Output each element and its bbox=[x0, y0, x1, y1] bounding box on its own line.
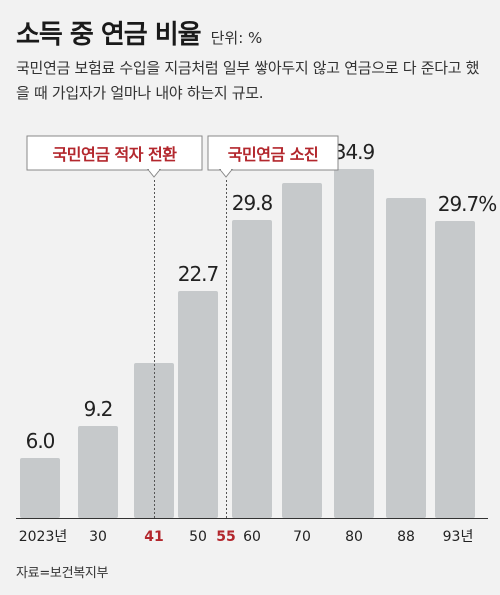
data-label-1: 9.2 bbox=[84, 397, 113, 421]
bar-8 bbox=[386, 198, 426, 518]
annotation-box-0 bbox=[26, 135, 203, 171]
annotation-pointer-1 bbox=[218, 169, 234, 178]
data-label-3: 22.7 bbox=[178, 262, 219, 286]
data-label-5: 29.8 bbox=[232, 191, 273, 215]
x-tick-label-0: 2023년 bbox=[19, 529, 68, 545]
x-tick-label-5: 60 bbox=[243, 529, 261, 545]
x-tick-label-1: 30 bbox=[89, 529, 107, 545]
bar-5 bbox=[232, 220, 272, 518]
bar-6 bbox=[282, 183, 322, 518]
annotation-pointer-0 bbox=[146, 169, 162, 178]
x-tick-label-6: 70 bbox=[293, 529, 311, 545]
x-tick-label-9: 93년 bbox=[443, 529, 474, 545]
bar-1 bbox=[78, 426, 118, 518]
x-tick-label-7: 80 bbox=[345, 529, 363, 545]
unit-label: 단위: % bbox=[210, 29, 263, 47]
annotation-label-1: 국민연금 소진 bbox=[228, 145, 318, 164]
data-label-9: 29.7% bbox=[438, 192, 497, 216]
source-note: 자료=보건복지부 bbox=[16, 566, 109, 581]
x-tick-label-8: 88 bbox=[397, 529, 415, 545]
data-label-7: 34.9 bbox=[334, 140, 375, 164]
bar-0 bbox=[20, 458, 60, 518]
data-label-0: 6.0 bbox=[26, 429, 55, 453]
bar-7 bbox=[334, 169, 374, 518]
x-tick-label-2: 41 bbox=[144, 529, 163, 545]
chart-title: 소득 중 연금 비율 bbox=[16, 20, 202, 50]
x-tick-label-4: 55 bbox=[216, 529, 235, 545]
bar-9 bbox=[435, 221, 475, 518]
title-row: 소득 중 연금 비율 단위: % bbox=[16, 14, 262, 51]
x-tick-label-3: 50 bbox=[189, 529, 207, 545]
chart-subtitle: 국민연금 보험료 수입을 지금처럼 일부 쌓아두지 않고 연금으로 다 준다고 … bbox=[16, 59, 480, 102]
annotation-label-0: 국민연금 적자 전환 bbox=[53, 145, 178, 164]
bar-3 bbox=[178, 291, 218, 518]
annotation-box-1 bbox=[207, 135, 339, 171]
